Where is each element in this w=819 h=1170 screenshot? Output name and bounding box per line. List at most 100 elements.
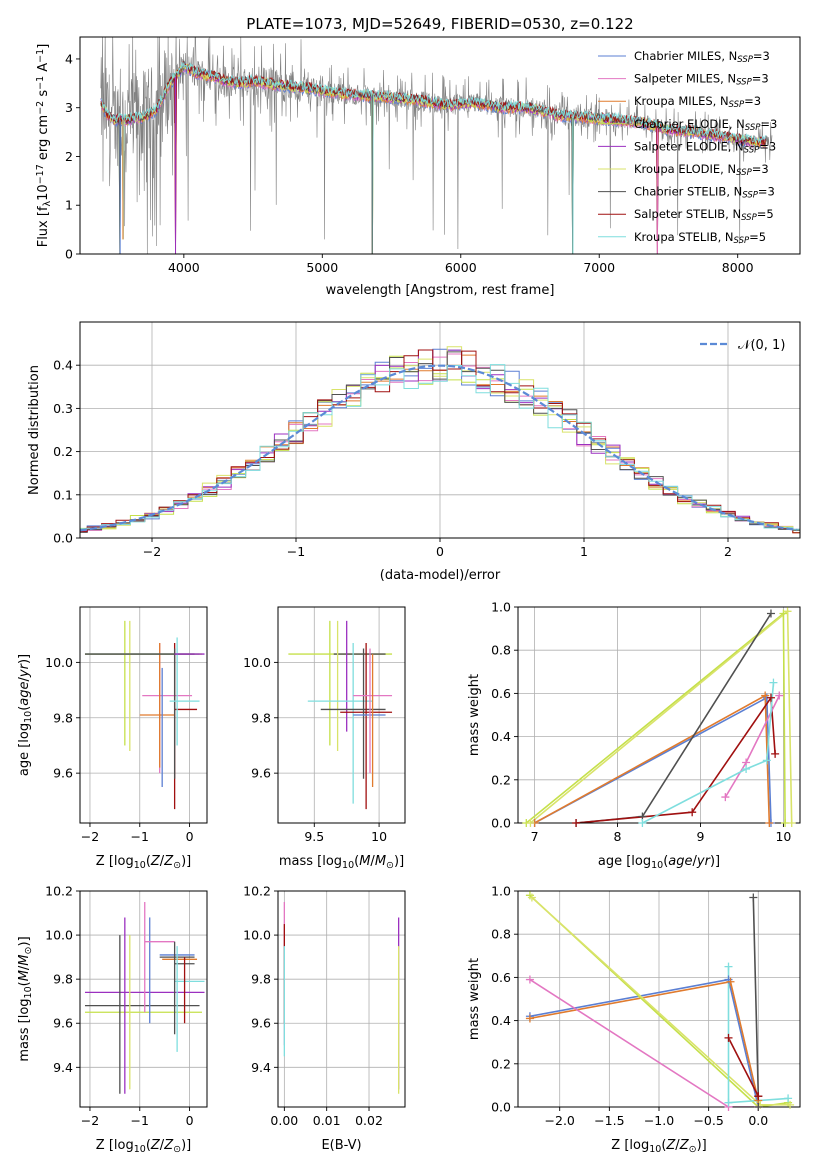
mass-weight-marker (771, 749, 780, 758)
legend-label-main: Salpeter MILES, N (634, 72, 736, 86)
mass-weight-line (576, 613, 772, 823)
x-tick-label: −1 (131, 829, 149, 844)
label-part: erg cm (36, 115, 51, 164)
label-part: mass weight (467, 674, 482, 756)
axes-mass-vs-EBV: 0.00 0.01 0.02 9.4 9.6 9.8 10.0 10.2 E(B-V) (243, 884, 406, 1153)
plot-area-age-vs-Z (80, 607, 207, 823)
mass-weight-marker (572, 819, 581, 827)
mass-weight-marker (786, 1100, 795, 1109)
x-tick-label: −1.0 (644, 1113, 674, 1128)
label-part: −1 (35, 76, 46, 90)
axes-weight-vs-Z: −2.0 −1.5 −1.0 −0.5 0.0 0.0 0.2 0.4 0.6 0.8 1.0 Z [… (467, 884, 801, 1155)
label-part: yr (696, 854, 712, 869)
y-tick-label: 9.6 (53, 1016, 73, 1031)
mass-weight-marker (762, 756, 771, 765)
label-part: 10 (134, 860, 146, 871)
mass-weight-marker (765, 819, 774, 827)
mass-weight-marker (525, 1014, 534, 1023)
legend-label: Salpeter ELODIE, NSSP=3 (634, 139, 776, 155)
label-part: Z [log (96, 1138, 134, 1153)
y-axis-label: mass weight (467, 958, 482, 1040)
mass-weight-line (529, 978, 759, 1107)
y-tick-label: 9.8 (251, 710, 271, 725)
legend-label-suffix: =3 (752, 162, 769, 176)
label-part: Z [log (96, 854, 134, 869)
y-axis-label: Flux [fλ10−17 erg cm−2 s−1 A−1] (35, 44, 53, 248)
y-tick-label: 9.4 (251, 1060, 271, 1075)
legend-label-suffix: =3 (753, 49, 770, 63)
label-part: M (359, 854, 370, 869)
label-part: ( (17, 706, 32, 711)
legend-label-sub: SSP (742, 191, 758, 201)
label-part: Z (679, 1138, 690, 1153)
y-tick-label: 0.4 (53, 358, 73, 373)
label-part: mass [log (17, 998, 32, 1061)
legend-label-sub: SSP (736, 78, 752, 88)
mass-weight-marker (761, 691, 770, 700)
label-part: )] (697, 1138, 707, 1153)
x-tick-label: −2 (143, 544, 161, 559)
mass-weight-marker (784, 1094, 793, 1103)
legend-label-suffix: =5 (749, 230, 766, 244)
x-axis-label: (data-model)/error (380, 568, 501, 583)
label-part: ( (146, 1138, 151, 1153)
mass-weight-marker (526, 819, 535, 827)
y-tick-label: 9.8 (251, 972, 271, 987)
label-part: ( (17, 981, 32, 986)
legend-label-suffix: =3 (744, 94, 761, 108)
model-spectrum-line (100, 62, 766, 254)
label-part: Z (150, 1138, 161, 1153)
label-part: M (375, 854, 386, 869)
mass-weight-marker (754, 1092, 763, 1101)
legend-label-main: Kroupa STELIB, N (634, 230, 734, 244)
label-part: Z (163, 1138, 174, 1153)
y-axis-label: age [log10(age/yr)] (17, 654, 34, 776)
y-tick-label: 0.1 (53, 487, 73, 502)
label-part: Flux [f (36, 206, 51, 247)
label-part: wavelength [Angstrom, rest frame] (326, 283, 555, 298)
mass-weight-line (752, 897, 760, 1107)
axes-frame (517, 890, 801, 1108)
label-part: ( (663, 854, 668, 869)
mass-weight-marker (688, 808, 697, 817)
legend-label: Kroupa STELIB, NSSP=5 (634, 230, 766, 246)
label-part: / (693, 854, 698, 869)
y-tick-label: 0.2 (491, 772, 511, 787)
legend-label-suffix: =3 (758, 185, 775, 199)
x-tick-label: 0 (436, 544, 444, 559)
y-tick-label: 0.4 (491, 729, 511, 744)
residual-histogram-step (80, 364, 800, 530)
y-tick-label: 4 (65, 51, 73, 66)
label-part: 10 (36, 184, 51, 201)
x-tick-label: −1.5 (594, 1113, 624, 1128)
axes-frame (277, 606, 406, 824)
legend-label: Chabrier STELIB, NSSP=3 (634, 185, 775, 201)
y-tick-label: 10.2 (45, 884, 73, 899)
x-tick-label: 0.01 (313, 1113, 341, 1128)
legend-label-sub: SSP (745, 123, 761, 133)
label-part: ⊙ (173, 1144, 181, 1155)
label-part: / (160, 854, 165, 869)
label-part: A (36, 63, 51, 76)
label-part: Z [log (611, 1138, 649, 1153)
label-part: Z (163, 854, 174, 869)
y-tick-label: 9.8 (53, 972, 73, 987)
legend-label-sub: SSP (741, 213, 757, 223)
legend-label: Chabrier ELODIE, NSSP=3 (634, 117, 777, 133)
label-part: s (36, 90, 51, 101)
x-axis-label: E(B-V) (321, 1138, 361, 1153)
legend-label-sub: SSP (729, 100, 745, 110)
x-axis-label: wavelength [Angstrom, rest frame] (326, 283, 555, 298)
label-part: −1 (35, 49, 46, 63)
label-part: ( (661, 1138, 666, 1153)
legend-label-main: Chabrier MILES, N (634, 49, 737, 63)
label-part: M (17, 970, 32, 981)
y-tick-label: 10.0 (243, 928, 271, 943)
legend-label-suffix: =5 (757, 207, 774, 221)
label-part: ( (146, 854, 151, 869)
mass-weight-marker (783, 607, 792, 616)
x-tick-label: 5000 (306, 260, 338, 275)
